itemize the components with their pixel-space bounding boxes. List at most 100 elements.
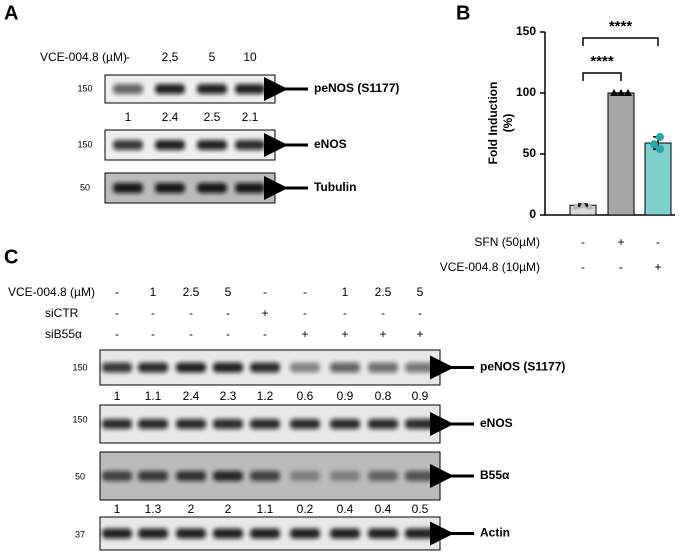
- treatment-value: -: [303, 306, 307, 320]
- quantification: 1.2: [257, 389, 274, 403]
- treatment-value: -: [226, 327, 230, 341]
- band: [213, 419, 243, 429]
- band: [176, 528, 206, 539]
- significance-label: ****: [609, 18, 633, 35]
- band: [235, 140, 265, 150]
- molecular-weight: 50: [80, 182, 90, 192]
- condition-sign: -: [619, 260, 623, 274]
- condition-label: SFN (50µM): [474, 235, 540, 249]
- data-point: [650, 140, 658, 149]
- data-point: [610, 89, 618, 96]
- band: [368, 528, 398, 539]
- treatment-value: +: [341, 327, 348, 341]
- treatment-value: +: [301, 327, 308, 341]
- data-point: [624, 89, 632, 96]
- blot-name: Actin: [480, 526, 510, 540]
- quantification: 0.9: [412, 389, 429, 403]
- treatment-value: 1: [342, 285, 349, 299]
- band: [138, 362, 168, 373]
- molecular-weight: 37: [75, 529, 85, 539]
- data-point: [656, 132, 664, 141]
- band: [290, 362, 320, 373]
- band: [250, 419, 280, 429]
- blot-name: eNOS: [480, 416, 513, 430]
- quantification: 0.2: [297, 502, 314, 516]
- band: [405, 362, 435, 373]
- condition-sign: -: [581, 235, 585, 249]
- band: [368, 471, 398, 481]
- band: [213, 362, 243, 373]
- treatment-value: -: [151, 327, 155, 341]
- significance-label: ****: [590, 53, 614, 70]
- condition-sign: +: [617, 235, 624, 249]
- band: [290, 528, 320, 539]
- quantification: 0.4: [375, 502, 392, 516]
- band: [330, 528, 360, 539]
- band: [138, 419, 168, 429]
- treatment-value: +: [379, 327, 386, 341]
- band: [405, 528, 435, 539]
- band: [213, 471, 243, 481]
- bar: [644, 142, 672, 216]
- y-tick-label: 0: [529, 207, 536, 221]
- band: [330, 362, 360, 373]
- dose: 10: [243, 50, 257, 64]
- quantification: 0.4: [337, 502, 354, 516]
- treatment-value: -: [151, 306, 155, 320]
- treatment-value: -: [189, 327, 193, 341]
- band: [113, 84, 143, 94]
- band: [368, 419, 398, 429]
- treatment-value: -: [263, 285, 267, 299]
- band: [102, 471, 132, 481]
- band: [155, 183, 185, 193]
- treatment-value: -: [263, 327, 267, 341]
- band: [213, 528, 243, 539]
- treatment-value: -: [343, 306, 347, 320]
- data-point: [579, 201, 587, 209]
- significance-bracket: [582, 37, 659, 46]
- panel-label: A: [4, 2, 18, 24]
- dose: -: [126, 50, 130, 64]
- blot-name: B55α: [480, 468, 510, 482]
- band: [250, 528, 280, 539]
- quantification: 0.9: [337, 389, 354, 403]
- band: [235, 84, 265, 94]
- treatment-value: 2.5: [375, 285, 392, 299]
- y-axis-label: Fold Induction: [486, 82, 500, 165]
- quantification: 2.3: [220, 389, 237, 403]
- bar: [607, 92, 635, 216]
- data-point: [656, 145, 664, 154]
- y-tick-label: 50: [523, 146, 537, 160]
- band: [330, 471, 360, 481]
- quantification: 1: [114, 389, 121, 403]
- band: [138, 528, 168, 539]
- band: [138, 471, 168, 481]
- band: [250, 471, 280, 481]
- treatment-value: -: [303, 285, 307, 299]
- quantification: 1: [114, 502, 121, 516]
- blot-name: eNOS: [314, 137, 347, 151]
- treatment-value: -: [115, 306, 119, 320]
- treatment-value: -: [115, 285, 119, 299]
- quantification: 0.8: [375, 389, 392, 403]
- quantification: 0.6: [297, 389, 314, 403]
- quantification: 2.4: [183, 389, 200, 403]
- band: [235, 183, 265, 193]
- band: [290, 471, 320, 481]
- y-tick-label: 100: [516, 85, 536, 99]
- band: [155, 84, 185, 94]
- band: [330, 419, 360, 429]
- treatment-value: +: [416, 327, 423, 341]
- y-axis-label: (%): [501, 114, 515, 133]
- band: [176, 362, 206, 373]
- blot-name: Tubulin: [314, 180, 356, 194]
- treatment-value: -: [418, 306, 422, 320]
- quantification: 2.1: [242, 110, 259, 124]
- quantification: 1: [125, 110, 132, 124]
- condition-sign: -: [581, 260, 585, 274]
- panel-label: C: [4, 246, 18, 268]
- band: [368, 362, 398, 373]
- molecular-weight: 150: [72, 362, 87, 372]
- significance-bracket: [582, 72, 622, 81]
